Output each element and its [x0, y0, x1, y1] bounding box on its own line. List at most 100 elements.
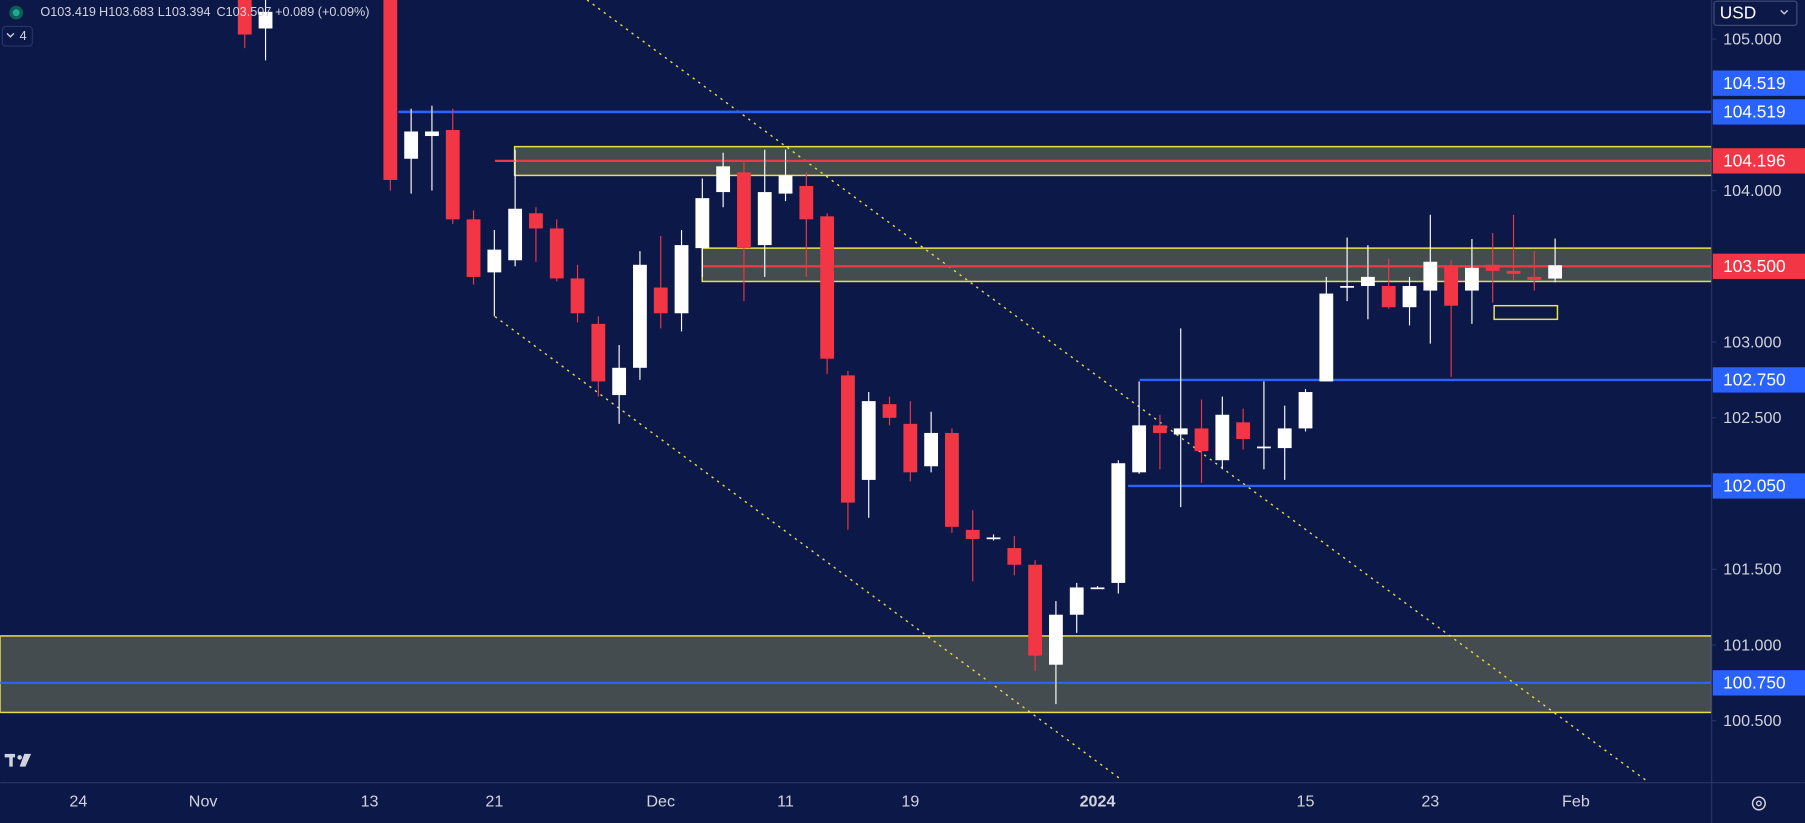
candle-body: [1049, 614, 1063, 665]
candle-body: [258, 11, 273, 29]
candle-body: [861, 401, 876, 480]
price-badge-label: 104.196: [1723, 151, 1785, 171]
trendline: [494, 315, 1123, 781]
candle-body: [612, 367, 627, 396]
candle-body: [757, 192, 772, 246]
price-badge: [1712, 670, 1805, 696]
candle-body: [965, 529, 980, 539]
candle-body: [1153, 425, 1167, 433]
trendline: [586, 0, 1647, 781]
settings-icon[interactable]: [1751, 796, 1766, 811]
price-badge-label: 103.500: [1723, 256, 1785, 276]
price-badge-label: 100.750: [1723, 673, 1785, 693]
y-tick-label: 102.500: [1723, 409, 1781, 427]
candle-body: [1028, 564, 1043, 656]
candle-body: [487, 249, 502, 273]
x-tick-label: 11: [777, 793, 794, 811]
candle-body: [1527, 276, 1542, 280]
logo: [4, 753, 32, 767]
candle-body: [778, 175, 793, 194]
x-tick-label: 23: [1421, 793, 1439, 811]
candle-body: [549, 228, 564, 279]
candle-body: [466, 219, 481, 277]
candle-body: [841, 375, 855, 503]
candle-body: [1423, 261, 1438, 291]
candle-body: [799, 186, 814, 220]
y-tick-label: 105.000: [1723, 30, 1781, 48]
legend-value: +0.089 (+0.09%): [275, 5, 369, 19]
candle-body: [1485, 264, 1500, 271]
candle-body: [445, 129, 460, 220]
candle-body: [903, 423, 918, 473]
candle-body: [737, 172, 751, 249]
candle-body: [1444, 266, 1459, 306]
candle-body: [674, 245, 689, 314]
price-badge: [1712, 148, 1805, 174]
candle-body: [695, 198, 710, 249]
candle-body: [383, 0, 398, 180]
x-tick-label: 15: [1297, 793, 1315, 811]
price-badge-label: 102.050: [1723, 476, 1785, 496]
candle-body: [591, 323, 606, 382]
candle-body: [1319, 293, 1334, 382]
chevron-icon: [1780, 9, 1789, 15]
candle-body: [1257, 446, 1271, 449]
candle-body: [570, 278, 585, 314]
candle-body: [945, 432, 959, 527]
candle-body: [1215, 414, 1230, 461]
currency-select[interactable]: [1713, 0, 1798, 26]
candle-body: [986, 537, 1001, 540]
currency-label: USD: [1720, 2, 1756, 22]
price-badge: [1712, 99, 1805, 125]
legend-value: C103.507: [216, 5, 271, 19]
price-badge-label: 104.519: [1723, 102, 1785, 122]
x-tick-label: Feb: [1562, 793, 1590, 811]
x-tick-label: Nov: [189, 793, 218, 811]
candle-body: [633, 264, 647, 368]
candle-body: [653, 287, 668, 314]
x-tick-label: 19: [901, 793, 919, 811]
candle-body: [1298, 392, 1313, 429]
candle-body: [1194, 428, 1209, 452]
x-tick-label: 21: [485, 793, 503, 811]
candle-body: [1090, 587, 1105, 590]
candle-body: [1506, 270, 1521, 274]
horizontal-lines: [0, 110, 1712, 685]
x-tick-label: 13: [361, 793, 379, 811]
time-axis: 24 Nov 13 21 Dec 11 19 2024 15 23 Feb: [69, 793, 1589, 811]
candle-body: [1465, 267, 1479, 291]
zone: [0, 635, 1712, 714]
indicators-toggle[interactable]: [1, 25, 33, 47]
y-tick-label: 103.000: [1723, 333, 1781, 351]
candle-body: [716, 166, 731, 193]
ohlc-legend: O103.419 H103.683 L103.394 C103.507 +0.089 (…: [40, 5, 369, 19]
candle-body: [924, 432, 939, 467]
trendlines: [494, 0, 1647, 781]
candle-body: [1132, 425, 1147, 473]
x-tick-label: Dec: [646, 793, 675, 811]
candle-body: [820, 216, 835, 359]
zone: [1493, 304, 1559, 321]
candle-body: [1236, 422, 1251, 439]
candle-body: [1069, 587, 1084, 615]
candle-body: [1340, 286, 1355, 288]
price-badge: [1712, 70, 1805, 96]
candle-body: [529, 213, 543, 229]
indicator-count: 4: [20, 29, 27, 43]
price-badge-label: 102.750: [1723, 370, 1785, 390]
candle-body: [1381, 286, 1396, 308]
price-badge-label: 104.519: [1723, 73, 1785, 93]
y-tick-label: 101.000: [1723, 636, 1781, 654]
candle-body: [882, 404, 897, 418]
candle-body: [404, 131, 419, 159]
x-tick-label: 24: [69, 793, 87, 811]
legend-value: L103.394: [158, 5, 211, 19]
candle-body: [1361, 276, 1375, 287]
chevron-icon: [6, 32, 15, 38]
y-tick-label: 101.500: [1723, 561, 1781, 579]
candle-body: [1007, 548, 1022, 565]
x-tick-label: 2024: [1080, 793, 1116, 811]
price-badge: [1712, 253, 1805, 279]
